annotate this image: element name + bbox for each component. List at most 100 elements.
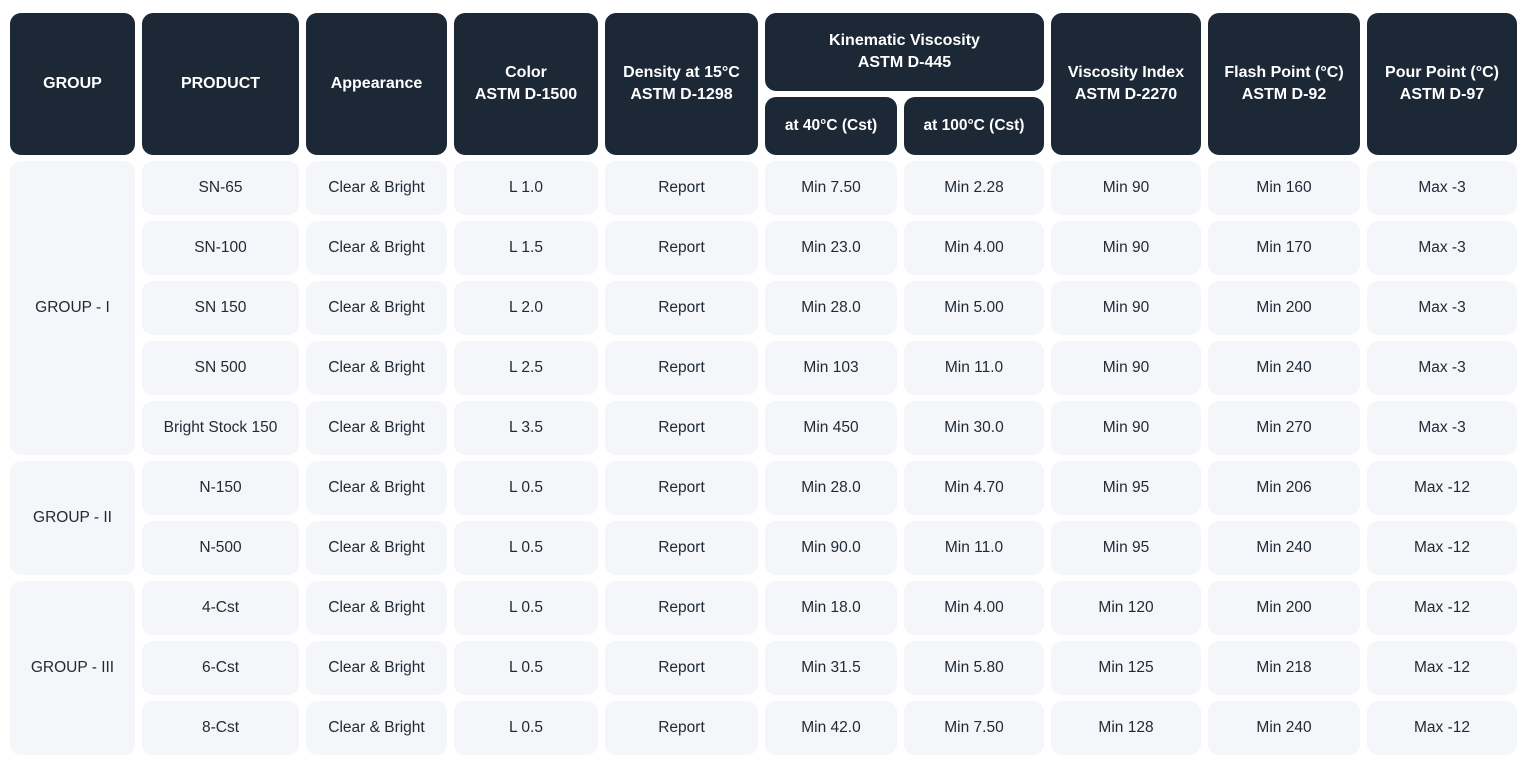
group-label: GROUP - III xyxy=(30,659,115,676)
cell-flash-point: Min 206 xyxy=(1208,461,1360,515)
cell-kv-40c: Min 450 xyxy=(765,401,897,455)
cell-color: L 0.5 xyxy=(454,521,598,575)
cell-kv-100c: Min 5.00 xyxy=(904,281,1044,335)
cell-flash-point: Min 200 xyxy=(1208,581,1360,635)
column-subheader-kv-40c: at 40°C (Cst) xyxy=(765,97,897,155)
cell-viscosity-index: Min 90 xyxy=(1051,221,1201,275)
cell-viscosity-index: Min 125 xyxy=(1051,641,1201,695)
cell-product: SN 500 xyxy=(142,341,299,395)
cell-pour-point: Max -12 xyxy=(1367,521,1517,575)
column-header-standard: ASTM D-445 xyxy=(857,54,952,71)
column-header-density: Density at 15°C ASTM D-1298 xyxy=(605,13,758,155)
group-cell-2: GROUP - II xyxy=(10,461,135,575)
cell-product: 4-Cst xyxy=(142,581,299,635)
cell-density: Report xyxy=(605,281,758,335)
cell-kv-40c: Min 23.0 xyxy=(765,221,897,275)
cell-kv-100c: Min 4.00 xyxy=(904,221,1044,275)
cell-appearance: Clear & Bright xyxy=(306,461,447,515)
cell-density: Report xyxy=(605,521,758,575)
cell-flash-point: Min 200 xyxy=(1208,281,1360,335)
cell-appearance: Clear & Bright xyxy=(306,401,447,455)
cell-product: N-150 xyxy=(142,461,299,515)
cell-viscosity-index: Min 90 xyxy=(1051,161,1201,215)
cell-density: Report xyxy=(605,401,758,455)
group-cell-1: GROUP - I xyxy=(10,161,135,455)
cell-appearance: Clear & Bright xyxy=(306,581,447,635)
group-cell-3: GROUP - III xyxy=(10,581,135,755)
cell-viscosity-index: Min 95 xyxy=(1051,521,1201,575)
column-header-label: at 40°C (Cst) xyxy=(784,117,878,135)
column-header-standard: ASTM D-97 xyxy=(1399,86,1485,103)
cell-pour-point: Max -3 xyxy=(1367,401,1517,455)
cell-flash-point: Min 240 xyxy=(1208,521,1360,575)
column-header-label: Flash Point (°C) xyxy=(1224,63,1344,81)
cell-product: SN-100 xyxy=(142,221,299,275)
cell-kv-40c: Min 28.0 xyxy=(765,281,897,335)
cell-kv-40c: Min 7.50 xyxy=(765,161,897,215)
cell-kv-100c: Min 7.50 xyxy=(904,701,1044,755)
cell-density: Report xyxy=(605,461,758,515)
cell-pour-point: Max -3 xyxy=(1367,161,1517,215)
cell-color: L 3.5 xyxy=(454,401,598,455)
column-header-kinematic-viscosity: Kinematic Viscosity ASTM D-445 xyxy=(765,13,1044,91)
cell-color: L 2.0 xyxy=(454,281,598,335)
column-header-group: GROUP xyxy=(10,13,135,155)
cell-color: L 0.5 xyxy=(454,461,598,515)
cell-density: Report xyxy=(605,641,758,695)
cell-density: Report xyxy=(605,221,758,275)
cell-pour-point: Max -12 xyxy=(1367,641,1517,695)
column-header-label: at 100°C (Cst) xyxy=(923,117,1025,135)
cell-kv-40c: Min 42.0 xyxy=(765,701,897,755)
cell-flash-point: Min 160 xyxy=(1208,161,1360,215)
cell-appearance: Clear & Bright xyxy=(306,341,447,395)
group-label: GROUP - I xyxy=(35,299,110,316)
column-header-standard: ASTM D-1500 xyxy=(474,86,578,103)
column-header-label: Appearance xyxy=(330,74,423,92)
cell-pour-point: Max -3 xyxy=(1367,281,1517,335)
column-header-standard: ASTM D-2270 xyxy=(1074,86,1178,103)
column-header-label: Density at 15°C xyxy=(623,63,740,81)
cell-product: Bright Stock 150 xyxy=(142,401,299,455)
column-header-standard: ASTM D-92 xyxy=(1241,86,1327,103)
column-header-label: PRODUCT xyxy=(180,74,261,92)
group-label: GROUP - II xyxy=(33,509,112,526)
column-header-color: Color ASTM D-1500 xyxy=(454,13,598,155)
cell-kv-100c: Min 4.70 xyxy=(904,461,1044,515)
cell-appearance: Clear & Bright xyxy=(306,221,447,275)
cell-kv-40c: Min 28.0 xyxy=(765,461,897,515)
cell-viscosity-index: Min 95 xyxy=(1051,461,1201,515)
cell-appearance: Clear & Bright xyxy=(306,701,447,755)
cell-kv-40c: Min 90.0 xyxy=(765,521,897,575)
cell-viscosity-index: Min 120 xyxy=(1051,581,1201,635)
cell-product: 6-Cst xyxy=(142,641,299,695)
cell-pour-point: Max -12 xyxy=(1367,461,1517,515)
cell-product: SN 150 xyxy=(142,281,299,335)
column-header-product: PRODUCT xyxy=(142,13,299,155)
cell-color: L 1.0 xyxy=(454,161,598,215)
column-header-label: Viscosity Index xyxy=(1067,63,1185,81)
cell-kv-100c: Min 11.0 xyxy=(904,521,1044,575)
cell-flash-point: Min 170 xyxy=(1208,221,1360,275)
cell-color: L 1.5 xyxy=(454,221,598,275)
column-header-label: Pour Point (°C) xyxy=(1385,63,1499,81)
cell-appearance: Clear & Bright xyxy=(306,281,447,335)
cell-flash-point: Min 270 xyxy=(1208,401,1360,455)
cell-kv-100c: Min 11.0 xyxy=(904,341,1044,395)
column-header-label: Kinematic Viscosity xyxy=(829,31,980,49)
cell-pour-point: Max -3 xyxy=(1367,341,1517,395)
cell-appearance: Clear & Bright xyxy=(306,641,447,695)
column-subheader-kv-100c: at 100°C (Cst) xyxy=(904,97,1044,155)
cell-pour-point: Max -3 xyxy=(1367,221,1517,275)
cell-density: Report xyxy=(605,161,758,215)
cell-kv-40c: Min 18.0 xyxy=(765,581,897,635)
column-header-label: GROUP xyxy=(43,74,102,92)
column-header-appearance: Appearance xyxy=(306,13,447,155)
cell-kv-100c: Min 2.28 xyxy=(904,161,1044,215)
cell-flash-point: Min 240 xyxy=(1208,341,1360,395)
cell-flash-point: Min 240 xyxy=(1208,701,1360,755)
cell-flash-point: Min 218 xyxy=(1208,641,1360,695)
column-header-label: Color xyxy=(505,63,547,81)
cell-color: L 0.5 xyxy=(454,701,598,755)
cell-viscosity-index: Min 128 xyxy=(1051,701,1201,755)
cell-product: SN-65 xyxy=(142,161,299,215)
